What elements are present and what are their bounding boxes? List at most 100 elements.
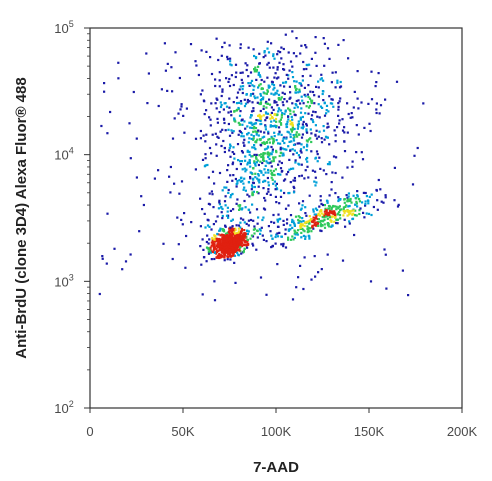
data-point — [228, 229, 231, 232]
data-point — [325, 112, 328, 115]
data-point — [249, 237, 252, 240]
data-point — [275, 187, 278, 190]
data-point — [251, 155, 254, 158]
data-point — [368, 195, 371, 198]
data-point — [298, 88, 301, 91]
data-point — [279, 98, 282, 101]
data-point — [234, 235, 237, 238]
data-point — [276, 225, 280, 228]
data-point — [295, 55, 298, 58]
data-point — [289, 112, 292, 115]
data-point — [346, 210, 349, 213]
data-point — [300, 107, 303, 110]
data-point — [218, 79, 221, 82]
data-point — [203, 165, 206, 168]
data-point — [284, 80, 288, 84]
data-point — [341, 118, 344, 121]
data-point — [384, 196, 387, 199]
data-point — [306, 221, 309, 224]
data-point — [225, 214, 229, 217]
data-point — [201, 293, 204, 296]
data-point — [249, 211, 252, 214]
data-point — [293, 224, 296, 227]
data-point — [327, 204, 331, 208]
data-point — [297, 276, 300, 279]
data-point — [348, 204, 351, 208]
data-point — [333, 220, 336, 223]
data-point — [248, 162, 251, 165]
data-point — [333, 210, 336, 213]
data-point — [180, 218, 183, 221]
data-point — [335, 156, 338, 159]
data-point — [232, 208, 235, 211]
data-point — [327, 125, 330, 128]
data-point — [223, 150, 226, 154]
data-point — [242, 188, 245, 191]
data-point — [355, 151, 358, 154]
data-point — [299, 118, 302, 121]
data-point — [228, 232, 231, 235]
data-point — [279, 118, 282, 121]
data-point — [416, 146, 419, 150]
data-point — [276, 89, 279, 92]
data-point — [263, 80, 266, 83]
data-point — [237, 159, 240, 162]
data-point — [310, 57, 313, 60]
data-point — [287, 74, 290, 77]
data-point — [210, 241, 213, 244]
data-point — [218, 237, 221, 241]
data-point — [168, 175, 171, 178]
data-point — [343, 140, 346, 143]
data-point — [113, 247, 116, 250]
data-point — [325, 209, 328, 212]
data-point — [258, 84, 261, 87]
data-point — [210, 258, 213, 261]
data-point — [283, 191, 286, 195]
data-point — [272, 169, 275, 173]
data-point — [337, 196, 340, 199]
data-point — [256, 191, 259, 194]
data-point — [240, 252, 243, 255]
data-point — [229, 57, 232, 60]
data-point — [287, 170, 290, 174]
data-point — [309, 137, 312, 140]
data-point — [220, 211, 223, 214]
data-point — [220, 206, 223, 209]
data-point — [291, 226, 294, 229]
data-point — [337, 114, 340, 117]
data-point — [233, 245, 236, 248]
data-point — [356, 194, 359, 197]
data-point — [246, 101, 249, 104]
data-point — [322, 37, 325, 40]
data-point — [239, 163, 242, 166]
data-point — [298, 175, 301, 178]
data-point — [272, 160, 275, 163]
data-point — [299, 226, 302, 229]
data-point — [317, 221, 320, 224]
data-point — [353, 233, 356, 237]
data-point — [218, 256, 221, 260]
data-point — [135, 176, 138, 179]
data-point — [222, 139, 225, 143]
data-point — [160, 88, 163, 91]
data-point — [268, 154, 271, 157]
data-point — [211, 238, 214, 241]
data-point — [171, 90, 174, 93]
data-point — [291, 148, 294, 151]
data-point — [229, 174, 232, 177]
data-point — [241, 91, 244, 95]
data-point — [259, 276, 263, 279]
data-point — [265, 240, 268, 243]
data-point — [265, 293, 268, 296]
data-point — [395, 80, 399, 83]
data-point — [142, 203, 145, 207]
data-point — [231, 161, 235, 164]
data-point — [312, 208, 315, 211]
data-point — [207, 176, 210, 179]
data-point — [243, 144, 246, 147]
data-point — [218, 201, 221, 204]
data-point — [397, 203, 400, 206]
data-point — [289, 96, 292, 99]
data-point — [407, 294, 410, 297]
data-point — [234, 246, 237, 250]
